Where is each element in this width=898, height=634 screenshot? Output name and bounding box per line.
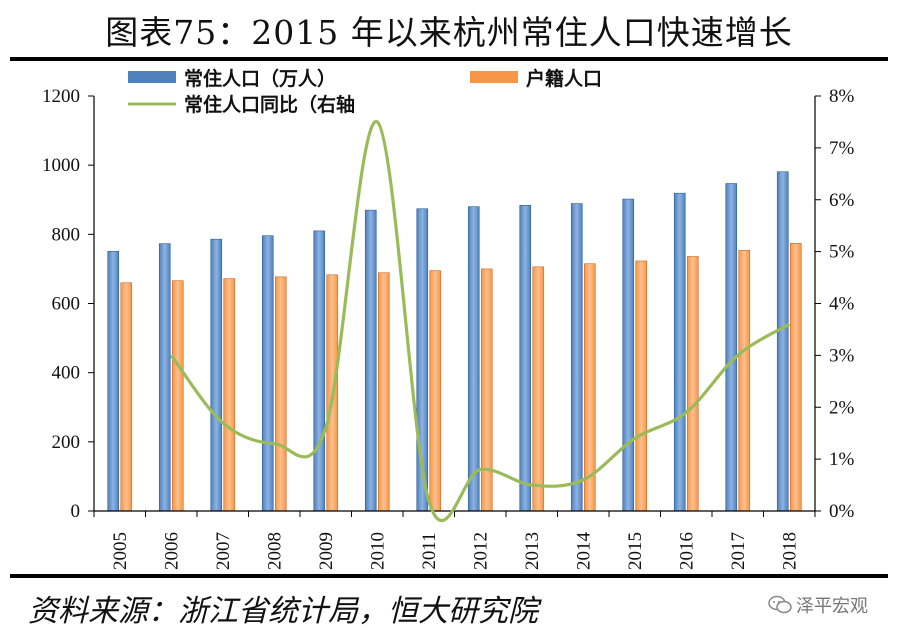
registered-bar xyxy=(738,249,751,512)
registered-bar xyxy=(429,270,442,512)
resident-bar xyxy=(158,243,171,512)
registered-bar xyxy=(223,278,236,512)
legend-swatch xyxy=(128,71,176,83)
left-tick-label: 0 xyxy=(71,501,81,522)
left-tick-label: 200 xyxy=(52,432,81,453)
right-tick-label: 0% xyxy=(829,501,855,522)
resident-bar xyxy=(776,171,789,512)
x-tick-label: 2012 xyxy=(470,532,491,570)
registered-bar xyxy=(274,276,287,512)
right-tick-label: 4% xyxy=(829,294,855,315)
right-tick-label: 3% xyxy=(829,345,855,366)
resident-bar xyxy=(107,250,120,512)
resident-bar xyxy=(622,198,635,512)
x-tick-label: 2006 xyxy=(161,532,182,570)
watermark-label: 泽平宏观 xyxy=(796,596,868,617)
left-tick-label: 400 xyxy=(52,363,81,384)
left-tick-label: 600 xyxy=(52,294,81,315)
resident-bar xyxy=(725,183,738,512)
registered-bar xyxy=(686,256,699,512)
right-tick-label: 7% xyxy=(829,138,855,159)
resident-bar xyxy=(210,238,223,512)
legend-swatch xyxy=(470,71,518,83)
resident-bar xyxy=(364,209,377,512)
x-tick-label: 2010 xyxy=(367,532,388,570)
registered-bar xyxy=(789,243,802,512)
registered-bar xyxy=(171,280,184,512)
legend-label: 常住人口同比（右轴 xyxy=(184,93,355,116)
left-tick-label: 800 xyxy=(52,224,81,245)
bars xyxy=(107,171,802,512)
x-tick-label: 2018 xyxy=(779,532,800,570)
x-tick-label: 2016 xyxy=(676,532,697,570)
left-tick-label: 1200 xyxy=(42,86,80,107)
right-tick-label: 8% xyxy=(829,86,855,107)
registered-bar xyxy=(377,272,390,512)
wechat-icon xyxy=(768,595,792,614)
x-tick-label: 2013 xyxy=(522,532,543,570)
yoy-line xyxy=(169,120,791,523)
left-tick-label: 1000 xyxy=(42,155,80,176)
chart-title: 图表75：2015 年以来杭州常住人口快速增长 xyxy=(105,13,793,52)
legend-label: 户籍人口 xyxy=(526,67,602,90)
resident-bar xyxy=(673,192,686,512)
resident-bar xyxy=(313,230,326,512)
right-tick-label: 1% xyxy=(829,449,855,470)
registered-bar xyxy=(480,268,493,512)
resident-bar xyxy=(570,203,583,512)
x-tick-label: 2015 xyxy=(625,532,646,570)
x-tick-label: 2011 xyxy=(419,532,440,569)
registered-bar xyxy=(120,282,133,512)
legend-label: 常住人口（万人） xyxy=(184,67,336,90)
resident-bar xyxy=(467,206,480,512)
x-tick-label: 2008 xyxy=(264,532,285,570)
registered-bar xyxy=(532,266,545,512)
x-tick-label: 2009 xyxy=(316,532,337,570)
resident-bar xyxy=(261,235,274,512)
footer-divider xyxy=(10,574,888,578)
title-divider xyxy=(10,57,888,61)
resident-bar xyxy=(519,204,532,512)
watermark: 泽平宏观 xyxy=(768,592,868,618)
x-tick-label: 2005 xyxy=(110,532,131,570)
right-tick-label: 5% xyxy=(829,242,855,263)
source-note: 资料来源：浙江省统计局，恒大研究院 xyxy=(28,594,538,629)
x-tick-label: 2007 xyxy=(213,532,234,570)
registered-bar xyxy=(635,260,648,512)
x-tick-label: 2017 xyxy=(728,532,749,570)
right-tick-label: 6% xyxy=(829,190,855,211)
x-tick-label: 2014 xyxy=(573,532,594,571)
right-tick-label: 2% xyxy=(829,397,855,418)
axes: 0 200 400 600 800 1000 1200 0% 1% 2% 3% 4% 5% 6% 7% 8% 2… xyxy=(42,86,855,570)
